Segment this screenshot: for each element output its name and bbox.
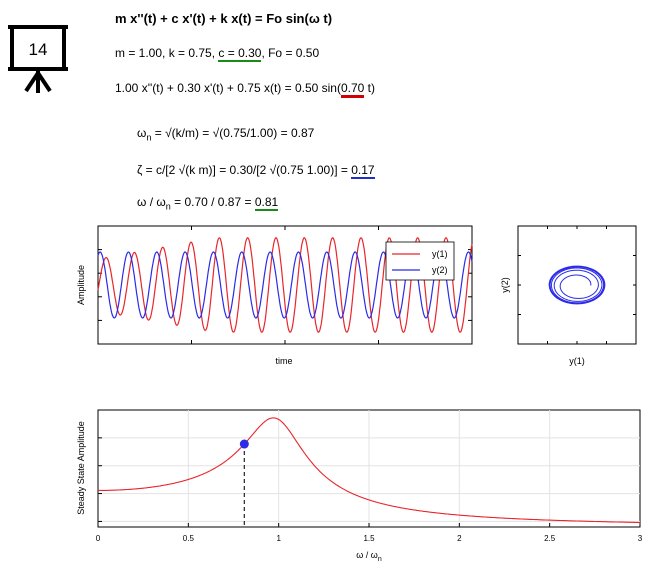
damping-ratio-text: ζ = c/[2 √(k m)] = 0.30/[2 √(0.75 1.00)]… xyxy=(137,163,352,177)
operating-point-marker xyxy=(239,439,249,449)
equation-title: m x''(t) + c x'(t) + k x(t) = Fo sin(ω t… xyxy=(115,11,333,26)
frequency-ratio-line: ω / ωn = 0.70 / 0.87 = 0.81 xyxy=(137,195,279,212)
forcing-frequency: 0.70 xyxy=(340,81,365,98)
x-tick-label: 1 xyxy=(276,534,281,543)
natural-frequency-line: ωn = √(k/m) = √(0.75/1.00) = 0.87 xyxy=(137,126,314,142)
frequency-ratio-value: 0.81 xyxy=(254,195,279,211)
ratio-sub: n xyxy=(165,201,171,212)
phase-portrait-chart: y(1) y(2) xyxy=(500,225,637,366)
freq-xlabel: ω / ωn xyxy=(356,550,382,562)
params-text-a: m = 1.00, k = 0.75, xyxy=(115,46,219,60)
phase-xlabel: y(1) xyxy=(569,356,585,366)
phase-plot-frame xyxy=(517,225,637,345)
time-response-chart: y(1) y(2) time Amplitude xyxy=(76,225,473,366)
legend-y2-label: y(2) xyxy=(432,265,448,275)
time-plot-ticks xyxy=(98,226,472,344)
series-y1-line xyxy=(97,237,473,333)
amplitude-curve xyxy=(98,417,641,524)
x-tick-label: 0 xyxy=(96,534,101,543)
instance-text-b: t) xyxy=(364,81,376,95)
frequency-response-chart: 0 0.5 1 1.5 2 2.5 3 ω / ωn Steady State Amplit… xyxy=(76,409,643,562)
freq-grid xyxy=(98,410,640,527)
freq-x-ticks: 0 0.5 1 1.5 2 2.5 3 xyxy=(96,523,643,543)
phase-ylabel: y(2) xyxy=(500,277,510,293)
time-plot-legend: y(1) y(2) xyxy=(385,241,455,281)
freq-xlabel-sub: n xyxy=(378,556,382,562)
damping-ratio-line: ζ = c/[2 √(k m)] = 0.30/[2 √(0.75 1.00)]… xyxy=(137,163,375,179)
omega-symbol: ω xyxy=(137,126,147,140)
x-tick-label: 2 xyxy=(457,534,462,543)
x-tick-label: 1.5 xyxy=(363,534,375,543)
legend-y1-label: y(1) xyxy=(432,249,448,259)
damping-ratio-value: 0.17 xyxy=(351,163,375,179)
natural-frequency-text: = √(k/m) = √(0.75/1.00) = 0.87 xyxy=(151,126,315,140)
ratio-text-b: = 0.70 / 0.87 = xyxy=(170,195,255,209)
instance-equation: 1.00 x''(t) + 0.30 x'(t) + 0.75 x(t) = 0… xyxy=(115,81,376,98)
legend-box xyxy=(385,241,455,281)
time-xlabel: time xyxy=(275,356,292,366)
phase-trajectory-line xyxy=(548,265,606,305)
ratio-text-a: ω / ω xyxy=(137,195,166,209)
board-number: 14 xyxy=(28,40,48,59)
presentation-board-icon xyxy=(8,25,68,93)
freq-ylabel: Steady State Amplitude xyxy=(76,421,86,515)
x-tick-label: 2.5 xyxy=(544,534,556,543)
parameters-line: m = 1.00, k = 0.75, c = 0.30, Fo = 0.50 xyxy=(115,46,320,62)
damping-param: c = 0.30 xyxy=(218,46,262,62)
omega-sub: n xyxy=(146,132,152,143)
instance-text-a: 1.00 x''(t) + 0.30 x'(t) + 0.75 x(t) = 0… xyxy=(115,81,341,95)
freq-xlabel-main: ω / ω xyxy=(356,550,378,560)
x-tick-label: 3 xyxy=(638,534,643,543)
time-ylabel: Amplitude xyxy=(76,265,86,305)
phase-plot-ticks xyxy=(518,226,636,344)
x-tick-label: 0.5 xyxy=(183,534,195,543)
params-text-b: , Fo = 0.50 xyxy=(261,46,320,60)
